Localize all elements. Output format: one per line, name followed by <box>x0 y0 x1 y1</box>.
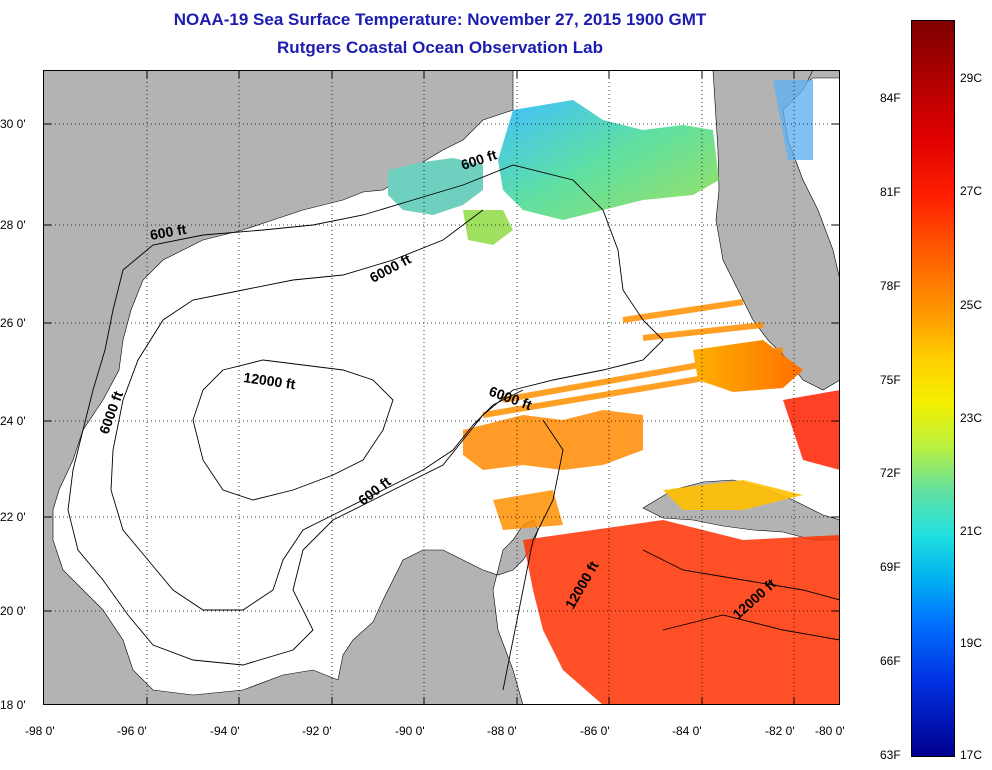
x-tick-label: -90 0' <box>395 724 425 738</box>
bathymetry-contours <box>67 164 840 691</box>
x-tick-label: -96 0' <box>117 724 147 738</box>
map-subtitle: Rutgers Coastal Ocean Observation Lab <box>277 38 603 57</box>
colorbar-c-label: 27C <box>960 184 983 198</box>
y-tick-label: 26 0' <box>0 316 26 330</box>
x-tick-label: -86 0' <box>580 724 610 738</box>
colorbar-f-label: 81F <box>880 185 901 199</box>
colorbar-f-label: 75F <box>880 373 901 387</box>
x-tick-label: -94 0' <box>210 724 240 738</box>
colorbar-f-label: 84F <box>880 91 901 105</box>
y-tick-label: 24 0' <box>0 414 26 428</box>
colorbar-f-label: 78F <box>880 279 901 293</box>
map-frame <box>43 70 840 705</box>
x-tick-label: -92 0' <box>302 724 332 738</box>
y-tick-label: 30 0' <box>0 117 26 131</box>
x-tick-label: -84 0' <box>672 724 702 738</box>
y-tick-label: 22 0' <box>0 510 26 524</box>
map-title: NOAA-19 Sea Surface Temperature: Novembe… <box>173 10 707 29</box>
tick-marks <box>43 70 840 705</box>
lat-lon-grid <box>43 70 840 705</box>
x-tick-label: -82 0' <box>765 724 795 738</box>
sst-map: 600 ft 600 ft 600 ft 6000 ft 6000 ft 600… <box>43 70 840 705</box>
sst-data-swaths <box>388 80 840 705</box>
y-tick-label: 28 0' <box>0 218 26 232</box>
colorbar-c-label: 21C <box>960 524 983 538</box>
colorbar-c-label: 17C <box>960 748 983 762</box>
colorbar-f-label: 69F <box>880 560 901 574</box>
contour-label-12000: 12000 ft <box>243 369 297 392</box>
colorbar-f-label: 63F <box>880 748 901 762</box>
colorbar-f-label: 66F <box>880 654 901 668</box>
colorbar-c-label: 25C <box>960 298 983 312</box>
colorbar-c-label: 19C <box>960 636 983 650</box>
y-tick-label: 20 0' <box>0 604 26 618</box>
x-tick-label: -88 0' <box>487 724 517 738</box>
colorbar-f-label: 72F <box>880 466 901 480</box>
y-tick-label: 18 0' <box>0 698 26 712</box>
temperature-colorbar <box>911 20 955 757</box>
x-tick-label: -80 0' <box>815 724 845 738</box>
contour-label-600: 600 ft <box>149 221 188 243</box>
x-tick-label: -98 0' <box>25 724 55 738</box>
colorbar-c-label: 23C <box>960 411 983 425</box>
colorbar-c-label: 29C <box>960 71 983 85</box>
